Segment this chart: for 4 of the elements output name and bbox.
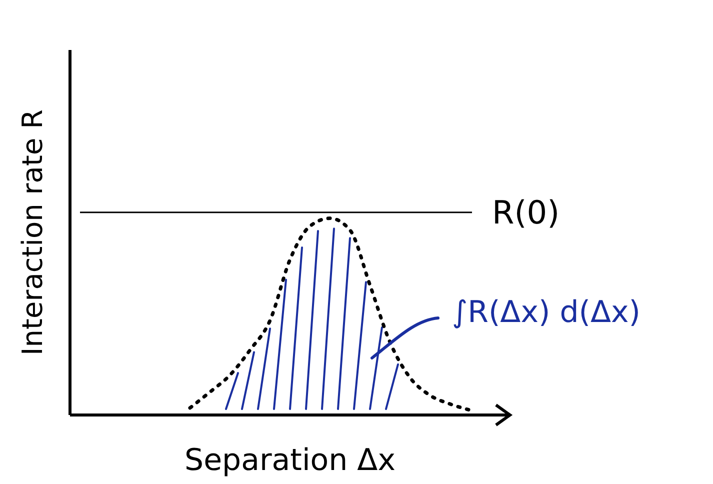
annotation: ∫R(Δx) d(Δx)	[452, 295, 640, 330]
y-axis-title: Interaction rate R	[16, 109, 49, 356]
ref-line-label: R(0)	[492, 193, 560, 232]
x-axis-title: Separation Δx	[184, 443, 396, 478]
